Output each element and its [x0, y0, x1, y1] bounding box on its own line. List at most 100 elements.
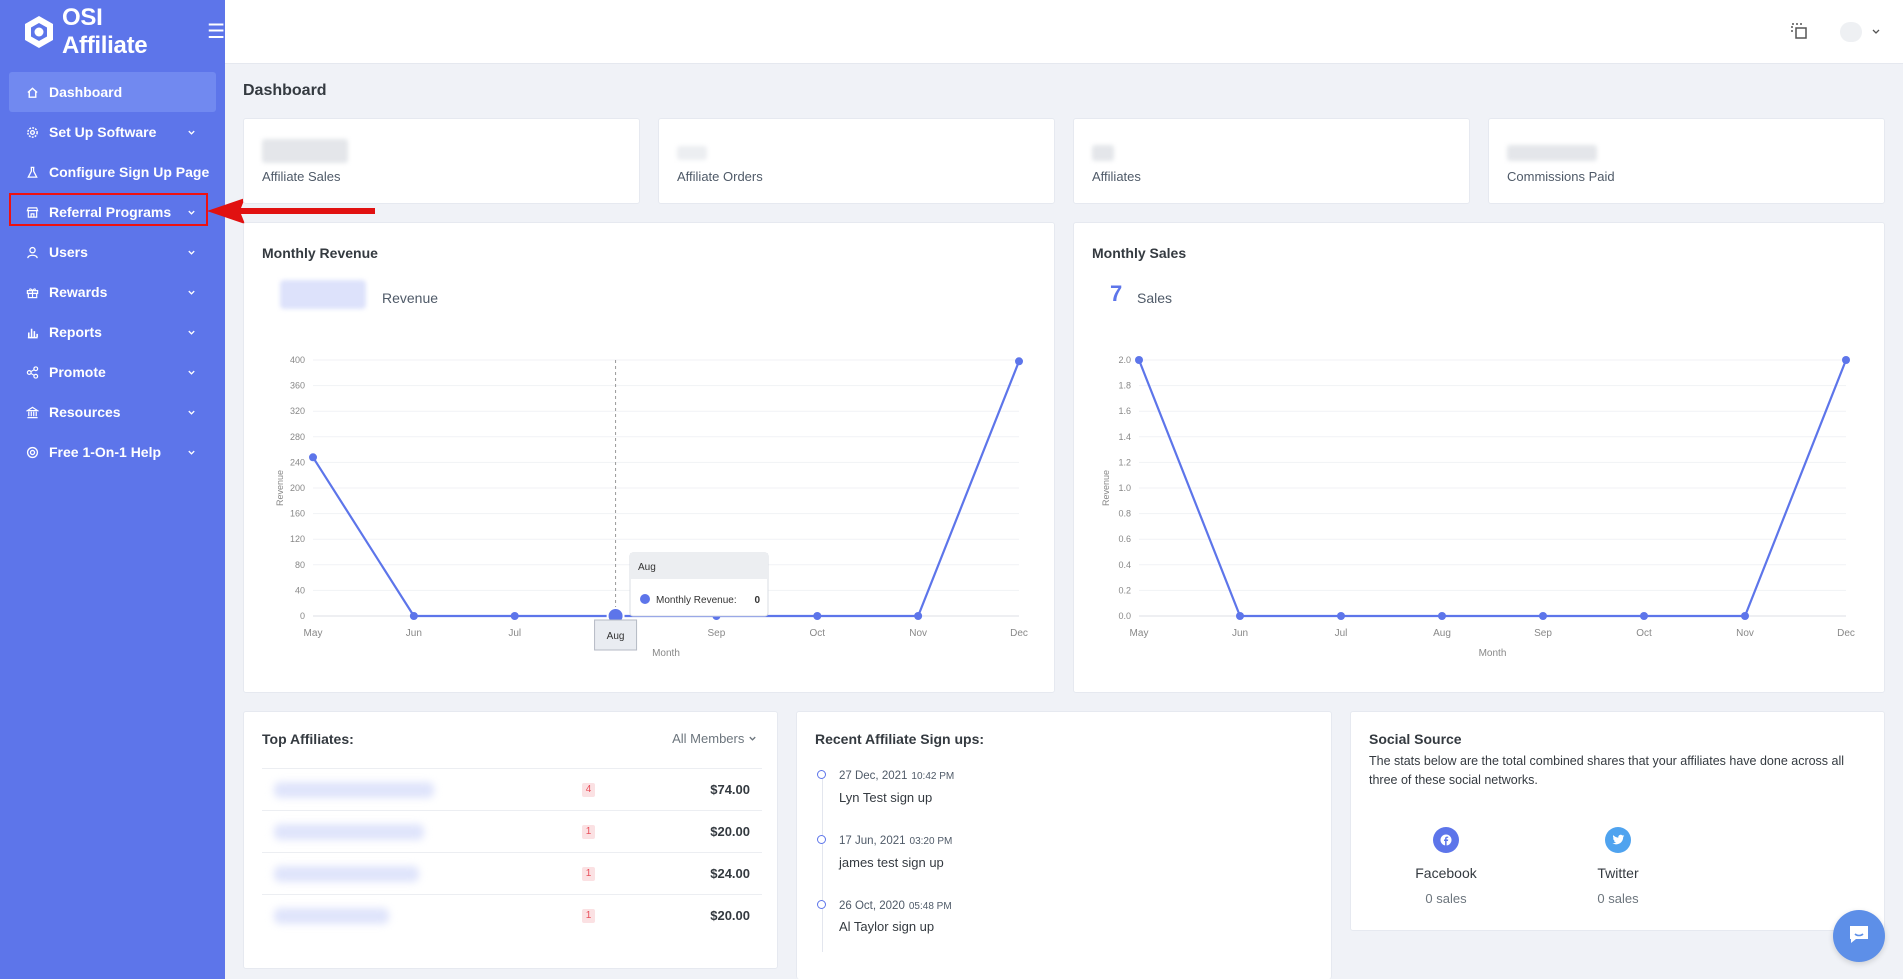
revenue-chart[interactable]: 0 40 80 120 160 200 240 280 320 360 400 May Jun Jul Au… — [244, 223, 1056, 694]
data-point — [1337, 612, 1345, 620]
x-tick-label: Jun — [406, 628, 422, 639]
y-tick-label: 320 — [290, 406, 305, 416]
sidebar-item-resources[interactable]: Resources — [9, 392, 216, 432]
sales-chart[interactable]: 0.0 0.2 0.4 0.6 0.8 1.0 1.2 1.4 1.6 1.8 2.0 May Jun J… — [1074, 223, 1886, 694]
x-axis-label: Month — [652, 648, 680, 659]
stat-value-redacted — [677, 146, 707, 160]
chevron-down-icon — [748, 731, 757, 746]
x-tick-label: Jun — [1232, 628, 1248, 639]
x-axis-label: Month — [1479, 648, 1507, 659]
sidebar-item-label: Reports — [49, 324, 102, 340]
y-tick-label: 400 — [290, 355, 305, 365]
bar-chart-icon — [25, 325, 39, 339]
sidebar-item-users[interactable]: Users — [9, 232, 216, 272]
user-icon — [25, 245, 39, 259]
y-axis-label: Revenue — [1101, 470, 1111, 506]
x-tick-label: Sep — [708, 628, 726, 639]
y-tick-label: 200 — [290, 483, 305, 493]
y-tick-label: 2.0 — [1118, 355, 1131, 365]
cog-icon — [25, 125, 39, 139]
card-title: Monthly Revenue — [262, 245, 378, 261]
share-icon — [25, 365, 39, 379]
flask-icon — [25, 165, 39, 179]
sidebar-item-set-up-software[interactable]: Set Up Software — [9, 112, 216, 152]
x-tick-label: Oct — [1636, 628, 1652, 639]
osi-logo-icon[interactable] — [22, 15, 56, 49]
y-tick-label: 0.6 — [1118, 534, 1131, 544]
lifebuoy-icon — [25, 445, 39, 459]
sales-metric-value: 7 — [1110, 281, 1123, 306]
x-tick-label: Nov — [909, 628, 927, 639]
stat-label: Affiliates — [1092, 169, 1141, 184]
sidebar-item-promote[interactable]: Promote — [9, 352, 216, 392]
social-twitter[interactable]: Twitter 0 sales — [1558, 827, 1678, 906]
card-title: Top Affiliates: — [262, 731, 354, 747]
y-tick-label: 1.6 — [1118, 406, 1131, 416]
affiliate-name-redacted — [274, 866, 419, 882]
data-point — [1438, 612, 1446, 620]
table-row[interactable]: 1 $20.00 — [262, 894, 762, 937]
affiliate-name-redacted — [274, 908, 389, 924]
filter-label: All Members — [672, 731, 745, 746]
y-tick-label: 1.8 — [1118, 381, 1131, 391]
tooltip-value: 0 — [754, 595, 760, 606]
affiliate-name-redacted — [274, 782, 434, 798]
stat-card-commissions-paid: Commissions Paid — [1488, 118, 1885, 204]
amount: $20.00 — [710, 908, 750, 923]
y-tick-label: 0.4 — [1118, 560, 1131, 570]
y-tick-label: 120 — [290, 534, 305, 544]
sidebar-item-free-help[interactable]: Free 1-On-1 Help — [9, 432, 216, 472]
sidebar-item-label: Users — [49, 244, 88, 260]
data-point — [1741, 612, 1749, 620]
table-row[interactable]: 4 $74.00 — [262, 768, 762, 811]
x-tick-label: Sep — [1534, 628, 1552, 639]
signup-text: Al Taylor sign up — [839, 919, 935, 934]
timeline-dot — [817, 770, 826, 779]
table-row[interactable]: 1 $24.00 — [262, 852, 762, 895]
x-tick-label: Jul — [1335, 628, 1348, 639]
amount: $20.00 — [710, 824, 750, 839]
stat-value-redacted — [1507, 145, 1597, 161]
social-count: 0 sales — [1425, 891, 1467, 906]
chat-button[interactable] — [1833, 910, 1885, 962]
sidebar-item-label: Promote — [49, 364, 106, 380]
stat-label: Affiliate Sales — [262, 169, 341, 184]
signup-date: 17 Jun, 2021 03:20 PM — [839, 835, 953, 847]
data-point — [1135, 356, 1143, 364]
data-point — [409, 612, 418, 620]
social-facebook[interactable]: Facebook 0 sales — [1386, 827, 1506, 906]
social-description: The stats below are the total combined s… — [1369, 754, 1845, 787]
y-tick-label: 240 — [290, 457, 305, 467]
user-menu[interactable] — [1838, 20, 1884, 49]
members-filter-dropdown[interactable]: All Members — [672, 731, 757, 746]
tooltip-series-marker — [640, 594, 650, 604]
sidebar-item-referral-programs[interactable]: Referral Programs — [9, 192, 216, 232]
table-row[interactable]: 1 $20.00 — [262, 810, 762, 853]
chevron-down-icon — [184, 285, 198, 299]
y-tick-label: 1.4 — [1118, 432, 1131, 442]
chevron-down-icon — [184, 325, 198, 339]
red-arrow-icon — [207, 198, 375, 224]
social-name: Twitter — [1597, 865, 1639, 881]
stat-value-redacted — [262, 139, 348, 163]
tooltip-series-name: Monthly Revenue: — [656, 595, 737, 606]
data-point — [1539, 612, 1547, 620]
x-tick-label: Dec — [1837, 628, 1855, 639]
x-tick-label: May — [304, 628, 323, 639]
menu-toggle-icon[interactable]: ☰ — [207, 21, 225, 43]
data-point — [914, 612, 923, 620]
fullscreen-icon[interactable] — [1790, 22, 1810, 47]
y-tick-label: 40 — [295, 585, 305, 595]
y-tick-label: 360 — [290, 381, 305, 391]
count-badge: 1 — [582, 909, 595, 923]
sidebar-item-label: Set Up Software — [49, 124, 157, 140]
sidebar-item-rewards[interactable]: Rewards — [9, 272, 216, 312]
data-point — [1842, 356, 1850, 364]
sidebar-item-dashboard[interactable]: Dashboard — [9, 72, 216, 112]
count-badge: 1 — [582, 825, 595, 839]
brand-name[interactable]: OSI Affiliate — [62, 4, 148, 59]
sidebar-item-configure-sign-up-page[interactable]: Configure Sign Up Page — [9, 152, 216, 192]
sidebar-item-reports[interactable]: Reports — [9, 312, 216, 352]
gift-icon — [25, 285, 39, 299]
sidebar-item-label: Configure Sign Up Page — [49, 164, 210, 180]
